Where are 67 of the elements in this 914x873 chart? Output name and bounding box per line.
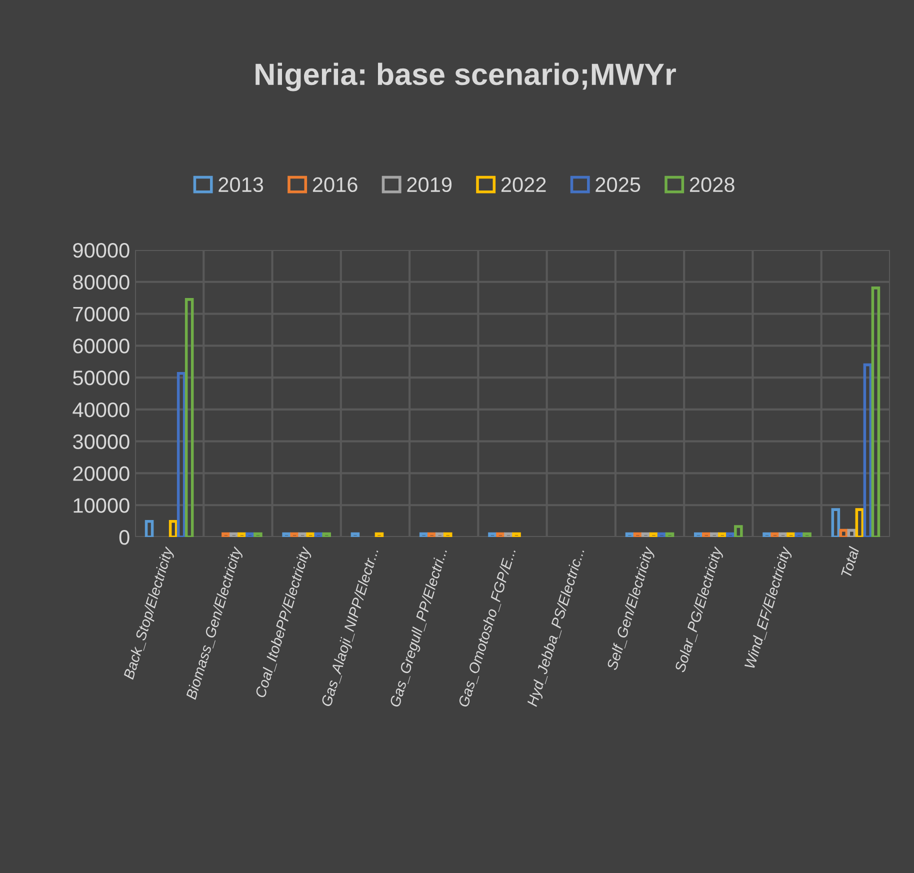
bar (374, 532, 384, 537)
y-tick-label: 70000 (73, 306, 130, 322)
bar (762, 532, 772, 537)
bar (633, 532, 642, 537)
bar (290, 532, 299, 537)
chart-title: Nigeria: base scenario;MWYr (256, 62, 676, 92)
bar (443, 532, 452, 537)
bar (176, 372, 186, 537)
bar (230, 532, 238, 537)
bar (282, 532, 291, 537)
bar (427, 532, 436, 537)
bar (488, 532, 497, 537)
bar (184, 298, 194, 537)
bar (710, 532, 719, 537)
bar (306, 532, 315, 537)
bar (246, 532, 254, 537)
bar (222, 532, 230, 537)
bar (855, 508, 864, 537)
bar (839, 528, 848, 537)
bar (238, 532, 246, 537)
y-tick-label: 0 (119, 530, 130, 545)
bar (641, 532, 650, 537)
bar (504, 532, 513, 537)
bar (786, 532, 796, 537)
legend-label: 2013 (218, 177, 264, 192)
bar (419, 532, 428, 537)
bar (144, 520, 154, 537)
bar (298, 532, 307, 537)
bar (657, 532, 666, 537)
bar (665, 532, 674, 537)
bar (802, 532, 812, 537)
x-tick-label: Total (840, 546, 860, 578)
bar (694, 532, 703, 537)
legend-label: 2019 (407, 177, 452, 192)
y-tick-label: 80000 (73, 274, 130, 290)
bar (726, 532, 735, 537)
legend-label: 2016 (312, 177, 358, 192)
bar (871, 286, 880, 537)
bar (314, 532, 323, 537)
bar (718, 532, 727, 537)
y-tick-label: 60000 (73, 338, 130, 354)
bar (649, 532, 658, 537)
bar (847, 528, 856, 537)
legend-label: 2028 (690, 177, 734, 192)
bar (734, 525, 743, 537)
bar (625, 532, 634, 537)
bar (322, 532, 332, 537)
bar (496, 532, 505, 537)
y-tick-label: 10000 (74, 498, 130, 513)
legend-label: 2022 (501, 177, 546, 192)
legend-label: 2025 (596, 177, 640, 192)
bar (778, 532, 788, 537)
bar (831, 508, 840, 537)
bar (794, 532, 804, 537)
y-tick-label: 50000 (73, 370, 130, 386)
bar (435, 532, 444, 537)
y-tick-label: 90000 (73, 243, 130, 258)
bar (770, 532, 780, 537)
bar (702, 532, 711, 537)
bar (350, 532, 360, 537)
y-tick-label: 40000 (72, 402, 130, 418)
bar (168, 520, 178, 537)
y-tick-label: 20000 (73, 466, 130, 481)
bar (863, 363, 872, 537)
bar (254, 532, 262, 537)
y-tick-label: 30000 (73, 434, 130, 450)
bar (512, 532, 521, 537)
